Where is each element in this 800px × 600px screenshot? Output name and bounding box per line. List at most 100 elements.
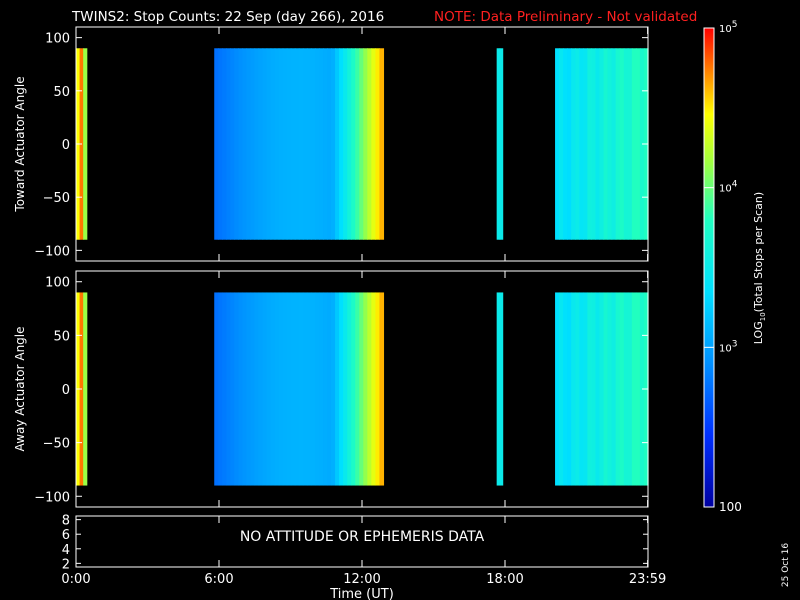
away-segment-1-cell [355, 292, 360, 486]
away-segment-3-cell [599, 292, 605, 486]
toward-segment-1-cell [339, 48, 344, 240]
toward-segment-1-cell [262, 48, 268, 240]
toward-segment-1-cell [290, 48, 296, 240]
away-segment-1-cell [343, 292, 348, 486]
away-segment-3-cell [607, 292, 613, 486]
toward-segment-1-cell [230, 48, 235, 240]
toward-segment-3-cell [567, 48, 572, 240]
toward-segment-1-cell [347, 48, 352, 240]
toward-segment-3-cell [611, 48, 617, 240]
toward-segment-3-cell [559, 48, 564, 240]
away-segment-1-cell [331, 292, 336, 486]
toward-segment-1-cell [274, 48, 280, 240]
toward-segment-1-cell [234, 48, 240, 240]
x-tick-label: 0:00 [61, 572, 90, 587]
away-segment-3-cell [583, 292, 588, 486]
away-segment-1-cell [318, 292, 324, 486]
away-segment-2-cell [496, 292, 501, 486]
x-tick-label: 23:59 [629, 572, 666, 587]
away-segment-3-cell [611, 292, 617, 486]
away-heatmap [76, 292, 649, 486]
away-ytick-label: −50 [43, 437, 70, 452]
toward-segment-3-cell [591, 48, 597, 240]
toward-segment-2-cell [496, 48, 501, 240]
away-segment-3-cell [619, 292, 625, 486]
toward-segment-1-cell [226, 48, 231, 240]
toward-segment-1-cell [242, 48, 248, 240]
date-stamp: 25 Oct 16 [781, 543, 791, 587]
away-segment-3-cell [563, 292, 568, 486]
away-segment-3-cell [591, 292, 597, 486]
away-segment-1-cell [351, 292, 356, 486]
away-y-axis: 100 50 0 −50 −100 [34, 276, 648, 505]
away-ytick-label: 0 [62, 383, 70, 398]
ephemeris-ytick-label: 8 [62, 514, 70, 529]
colorbar-tick-label: 100 [719, 500, 742, 514]
toward-segment-1-cell [343, 48, 348, 240]
colorbar-label: LOG10(Total Stops per Scan) [752, 192, 767, 344]
away-segment-3-cell [623, 292, 629, 486]
toward-segment-3-cell [631, 48, 637, 240]
x-tick-label: 18:00 [486, 572, 523, 587]
toward-segment-1-cell [314, 48, 320, 240]
away-segment-1-cell [294, 292, 300, 486]
toward-segment-1-cell [327, 48, 332, 240]
time-axis: 0:00 6:00 12:00 18:00 23:59 [61, 27, 666, 587]
x-tick-label: 6:00 [204, 572, 233, 587]
toward-segment-1-cell [379, 48, 385, 240]
colorbar-tick-label: 105 [719, 20, 737, 35]
away-segment-1-cell [323, 292, 328, 486]
away-segment-1-cell [310, 292, 316, 486]
away-segment-3-cell [587, 292, 593, 486]
away-segment-2-cell [499, 292, 504, 486]
toward-segment-1-cell [367, 48, 372, 240]
toward-segment-1-cell [218, 48, 223, 240]
toward-heatmap [76, 48, 649, 240]
away-segment-1-cell [375, 292, 381, 486]
away-segment-1-cell [347, 292, 352, 486]
away-segment-1-cell [367, 292, 372, 486]
toward-ytick-label: −50 [43, 191, 70, 206]
toward-segment-3-cell [623, 48, 629, 240]
away-segment-3-cell [615, 292, 621, 486]
toward-segment-1-cell [310, 48, 316, 240]
toward-segment-1-cell [363, 48, 368, 240]
away-segment-1-cell [278, 292, 284, 486]
colorbar-ticks: 105 104 103 100 [704, 20, 742, 514]
away-ytick-label: 100 [45, 276, 70, 291]
toward-segment-3-cell [563, 48, 568, 240]
panel-toward: 100 50 0 −50 −100 Toward Actuator Angle [13, 26, 649, 262]
toward-segment-1-cell [306, 48, 312, 240]
toward-segment-1-cell [355, 48, 360, 240]
toward-segment-1-cell [214, 48, 219, 240]
toward-segment-3-cell [607, 48, 613, 240]
away-segment-3-cell [627, 292, 633, 486]
away-segment-1-cell [274, 292, 280, 486]
toward-segment-1-cell [222, 48, 227, 240]
toward-segment-3-cell [575, 48, 580, 240]
toward-segment-1-cell [258, 48, 264, 240]
toward-segment-3-cell [571, 48, 576, 240]
colorbar-tick-label: 103 [719, 339, 737, 354]
toward-segment-3-cell [579, 48, 584, 240]
away-segment-1-cell [339, 292, 344, 486]
away-segment-1-cell [298, 292, 304, 486]
away-segment-3-cell [567, 292, 572, 486]
toward-segment-1-cell [282, 48, 288, 240]
away-segment-1-cell [286, 292, 292, 486]
x-axis-label: Time (UT) [329, 587, 394, 600]
toward-segment-1-cell [375, 48, 381, 240]
toward-segment-1-cell [254, 48, 260, 240]
toward-ytick-label: −100 [34, 244, 70, 259]
away-ytick-label: 50 [53, 329, 70, 344]
away-segment-1-cell [270, 292, 276, 486]
toward-segment-3-cell [583, 48, 588, 240]
away-segment-1-cell [218, 292, 223, 486]
away-segment-3-cell [603, 292, 609, 486]
toward-segment-3-cell [555, 48, 560, 240]
toward-segment-3-cell [627, 48, 633, 240]
away-segment-1-cell [306, 292, 312, 486]
